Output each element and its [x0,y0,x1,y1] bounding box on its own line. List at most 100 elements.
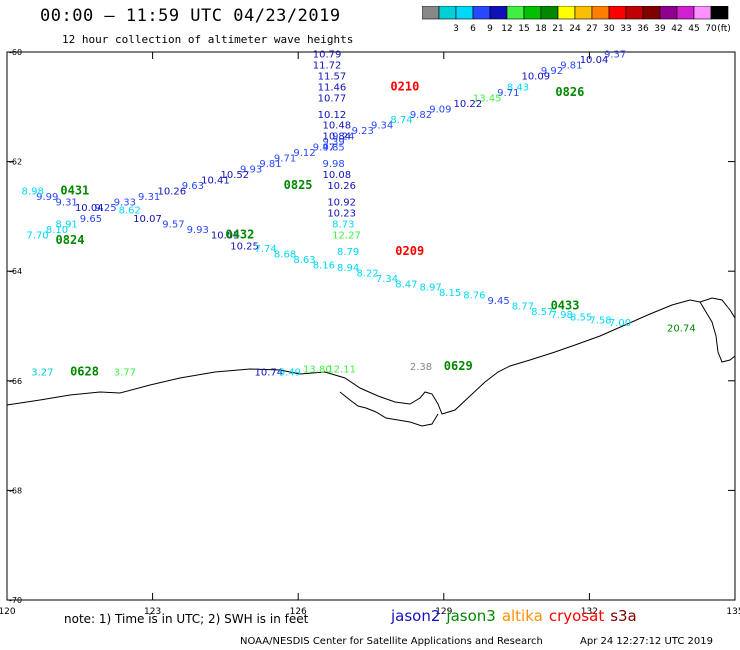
wave-height-value[interactable]: 8.62 [119,206,141,217]
wave-height-value[interactable]: 11.72 [313,60,342,71]
wave-height-value[interactable]: 8.98 [22,186,44,197]
wave-height-value[interactable]: 8.57 [531,307,553,318]
wave-height-value[interactable]: 10.74 [255,367,284,378]
wave-height-value[interactable]: 9.92 [541,66,563,77]
pass-time-label[interactable]: 0824 [56,233,85,247]
wave-height-value[interactable]: 9.12 [293,148,315,159]
wave-height-value[interactable]: 7.98 [551,310,573,321]
wave-height-value[interactable]: 9.82 [410,110,432,121]
wave-height-value[interactable]: 10.09 [521,71,550,82]
wave-height-value[interactable]: 10.84 [322,132,351,143]
pass-time-label[interactable]: 0628 [70,364,99,378]
wave-height-value[interactable]: 10.04 [75,203,104,214]
wave-height-value[interactable]: 10.04 [580,55,609,66]
wave-height-value[interactable]: 10.41 [201,176,230,187]
wave-height-value[interactable]: 10.77 [318,93,347,104]
wave-height-value[interactable]: 8.79 [337,247,359,258]
pass-time-label[interactable]: 0629 [444,359,473,373]
wave-height-value[interactable]: 9.57 [162,219,184,230]
wave-height-value[interactable]: 13.80 [303,365,332,376]
x-tick-label: 126 [290,607,307,617]
wave-height-value[interactable]: 10.22 [454,99,483,110]
coastline [6,297,736,415]
colorbar-unit: (ft) [717,24,731,34]
wave-height-value[interactable]: 9.39 [322,137,344,148]
wave-height-value[interactable]: 20.74 [667,323,696,334]
wave-height-value[interactable]: 9.23 [352,126,374,137]
wave-height-value[interactable]: 9.33 [114,197,136,208]
wave-height-value[interactable]: 10.08 [322,170,351,181]
wave-height-value[interactable]: 10.52 [221,170,250,181]
wave-height-value[interactable]: 9.09 [429,104,451,115]
wave-height-value[interactable]: 8.63 [293,255,315,266]
wave-height-value[interactable]: 9.98 [322,159,344,170]
wave-height-value[interactable]: 8.76 [463,291,485,302]
wave-height-value[interactable]: 8.22 [356,269,378,280]
wave-height-value[interactable]: 9.37 [604,49,626,60]
wave-height-value[interactable]: 8.74 [390,115,412,126]
wave-height-value[interactable]: 9.31 [56,197,78,208]
wave-height-value[interactable]: 8.73 [332,219,354,230]
wave-height-value[interactable]: 7.70 [26,230,48,241]
wave-height-value[interactable]: 9.25 [94,203,116,214]
wave-height-value[interactable]: 11.46 [318,82,347,93]
wave-height-value[interactable]: 9.45 [487,296,509,307]
wave-height-value[interactable]: 10.05 [211,230,240,241]
wave-height-value[interactable]: 8.47 [395,280,417,291]
wave-height-value[interactable]: 7.58 [589,315,611,326]
wave-height-value[interactable]: 8.55 [570,313,592,324]
pass-time-label[interactable]: 0432 [225,227,254,241]
wave-height-value[interactable]: 9.93 [240,165,262,176]
wave-height-value[interactable]: 10.23 [327,208,356,219]
wave-height-value[interactable]: 9.34 [371,121,393,132]
wave-height-value[interactable]: 3.27 [31,367,53,378]
wave-height-value[interactable]: 8.10 [46,225,68,236]
wave-height-value[interactable]: 10.07 [133,214,162,225]
wave-height-value[interactable]: 9.85 [322,143,344,154]
wave-height-value[interactable]: 8.16 [313,260,335,271]
wave-height-value[interactable]: 8.43 [507,82,529,93]
wave-height-value[interactable]: 9.71 [497,88,519,99]
wave-height-value[interactable]: 8.91 [56,219,78,230]
wave-height-value[interactable]: 9.81 [560,60,582,71]
pass-time-label[interactable]: 0209 [395,244,424,258]
wave-height-value[interactable]: 6.49 [279,367,301,378]
wave-height-value[interactable]: 10.92 [327,197,356,208]
wave-height-value[interactable]: 9.31 [138,192,160,203]
wave-height-value[interactable]: 12.27 [332,230,361,241]
wave-height-value[interactable]: 9.81 [259,159,281,170]
wave-height-value[interactable]: 8.68 [274,250,296,261]
wave-height-value[interactable]: 9.71 [274,154,296,165]
wave-height-value[interactable]: 8.77 [512,302,534,313]
pass-time-label[interactable]: 0433 [551,299,580,313]
wave-height-value[interactable]: 9.24 [332,132,354,143]
colorbar-label: 27 [586,24,597,34]
wave-height-value[interactable]: 9.47 [313,143,335,154]
wave-height-value[interactable]: 7.34 [376,274,398,285]
wave-height-value[interactable]: 7.00 [609,318,631,329]
wave-height-value[interactable]: 8.97 [420,282,442,293]
wave-height-value[interactable]: 13.45 [473,93,502,104]
wave-height-value[interactable]: 10.26 [157,186,186,197]
wave-height-value[interactable]: 8.15 [439,288,461,299]
wave-height-value[interactable]: 10.48 [322,121,351,132]
pass-time-label[interactable]: 0210 [390,79,419,93]
pass-time-label[interactable]: 0825 [284,178,313,192]
wave-height-value[interactable]: 2.38 [410,362,432,373]
wave-height-value[interactable]: 10.79 [313,49,342,60]
wave-height-value[interactable]: 8.94 [337,263,359,274]
wave-height-value[interactable]: 9.63 [182,181,204,192]
wave-height-value[interactable]: 9.65 [80,214,102,225]
wave-height-value[interactable]: 10.12 [318,110,347,121]
wave-height-value[interactable]: 9.99 [36,192,58,203]
wave-height-value[interactable]: 3.77 [114,367,136,378]
wave-height-value[interactable]: 12.11 [327,365,356,376]
wave-height-value[interactable]: 10.26 [327,181,356,192]
wave-height-value[interactable]: 7.74 [255,244,277,255]
wave-height-value[interactable]: 10.25 [230,241,259,252]
pass-time-label[interactable]: 0431 [60,183,89,197]
wave-height-value[interactable]: 9.93 [187,225,209,236]
pass-time-label[interactable]: 0826 [555,85,584,99]
wave-height-value[interactable]: 11.57 [318,71,347,82]
